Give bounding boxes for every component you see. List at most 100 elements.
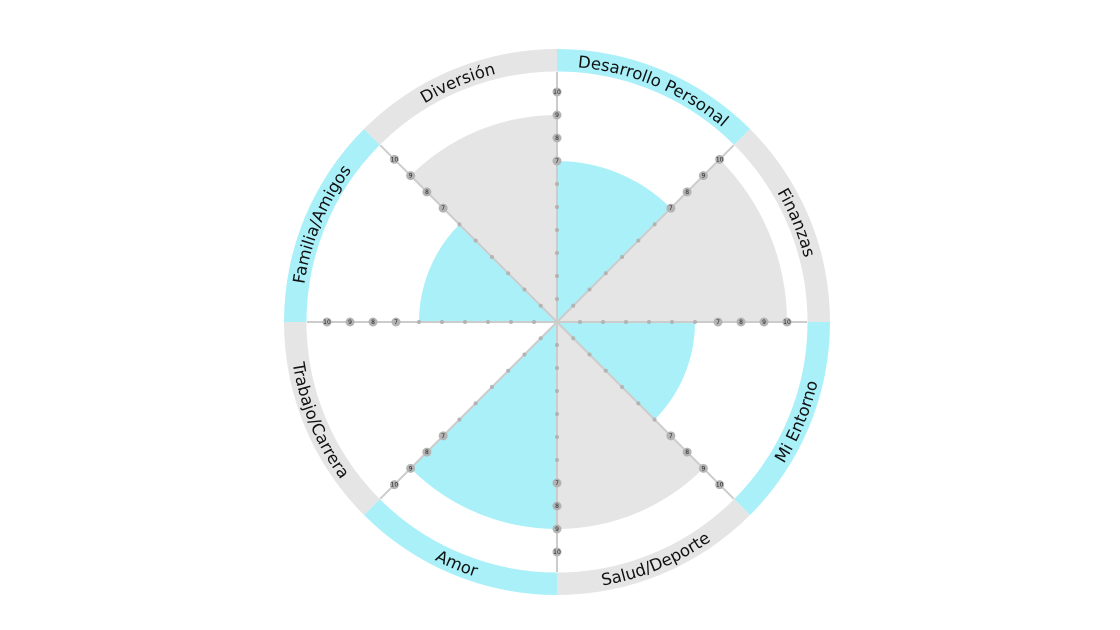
ring-segment-desarrollo-personal [557, 49, 751, 146]
tick-marker [506, 271, 511, 276]
tick-marker [538, 303, 543, 308]
ring-segment-mi-entorno [733, 322, 831, 516]
tick-label: 9 [409, 465, 413, 472]
tick-marker [422, 447, 432, 457]
tick-marker [571, 336, 576, 341]
tick-marker [652, 417, 657, 422]
tick-label: 9 [701, 173, 705, 180]
tick-marker [715, 154, 725, 164]
tick-marker [489, 385, 494, 390]
ring-segment-familia-amigos [284, 128, 381, 322]
tick-marker [538, 336, 543, 341]
tick-marker [522, 352, 527, 357]
tick-label: 7 [669, 433, 673, 440]
tick-marker [682, 447, 692, 457]
tick-marker [555, 412, 559, 416]
tick-marker [666, 431, 676, 441]
tick-marker [389, 154, 399, 164]
tick-label: 8 [425, 189, 429, 196]
tick-marker [552, 478, 562, 488]
tick-marker [532, 320, 536, 324]
tick-label: 8 [555, 503, 559, 510]
tick-marker [509, 320, 513, 324]
tick-label: 7 [441, 205, 445, 212]
tick-label: 9 [348, 319, 352, 326]
sector-amor [410, 322, 557, 529]
tick-label: 9 [409, 173, 413, 180]
tick-label: 10 [391, 156, 399, 163]
tick-label: 8 [425, 449, 429, 456]
sector-diversion [410, 115, 557, 322]
tick-label: 9 [762, 319, 766, 326]
tick-marker [552, 501, 562, 511]
tick-label: 9 [555, 526, 559, 533]
tick-marker [489, 254, 494, 259]
tick-marker [782, 317, 792, 327]
tick-marker [571, 303, 576, 308]
ring-segment-salud-deporte [557, 498, 751, 595]
tick-marker [555, 458, 559, 462]
tick-marker [666, 203, 676, 213]
tick-marker [457, 222, 462, 227]
tick-marker [698, 463, 708, 473]
tick-marker [698, 171, 708, 181]
sector-desarrollo-personal [557, 161, 671, 322]
tick-label: 8 [371, 319, 375, 326]
category-label-trabajo-carrera: Trabajo/Carrera [289, 360, 354, 482]
tick-label: 10 [553, 549, 561, 556]
tick-marker [552, 547, 562, 557]
tick-label: 9 [701, 465, 705, 472]
tick-label: 8 [739, 319, 743, 326]
tick-marker [552, 133, 562, 143]
tick-marker [713, 317, 723, 327]
tick-marker [368, 317, 378, 327]
tick-marker [715, 480, 725, 490]
tick-marker [422, 187, 432, 197]
category-label-salud-deporte: Salud/Deporte [600, 528, 714, 589]
tick-marker [555, 297, 559, 301]
tick-marker [603, 271, 608, 276]
tick-marker [636, 401, 641, 406]
tick-marker [406, 463, 416, 473]
tick-marker [601, 320, 605, 324]
tick-marker [463, 320, 467, 324]
tick-label: 7 [716, 319, 720, 326]
tick-label: 7 [669, 205, 673, 212]
tick-marker [636, 238, 641, 243]
tick-marker [555, 389, 559, 393]
tick-label: 9 [555, 112, 559, 119]
tick-label: 7 [441, 433, 445, 440]
tick-marker [552, 156, 562, 166]
ring-segment-diversion [363, 49, 557, 146]
tick-marker [759, 317, 769, 327]
tick-marker [440, 320, 444, 324]
tick-marker [345, 317, 355, 327]
tick-marker [552, 87, 562, 97]
tick-label: 10 [323, 319, 331, 326]
tick-marker [457, 417, 462, 422]
tick-marker [624, 320, 628, 324]
tick-label: 8 [685, 189, 689, 196]
tick-label: 7 [394, 319, 398, 326]
tick-marker [552, 110, 562, 120]
tick-marker [555, 435, 559, 439]
tick-label: 10 [783, 319, 791, 326]
tick-label: 10 [391, 482, 399, 489]
tick-marker [522, 287, 527, 292]
tick-marker [391, 317, 401, 327]
tick-marker [652, 222, 657, 227]
tick-marker [473, 238, 478, 243]
tick-marker [552, 524, 562, 534]
sector-finanzas [557, 159, 787, 322]
tick-marker [620, 385, 625, 390]
tick-marker [670, 320, 674, 324]
tick-marker [555, 205, 559, 209]
tick-marker [555, 274, 559, 278]
tick-marker [555, 366, 559, 370]
tick-marker [736, 317, 746, 327]
tick-marker [555, 182, 559, 186]
sector-familia-amigos [419, 224, 557, 322]
tick-marker [506, 368, 511, 373]
tick-marker [555, 343, 559, 347]
